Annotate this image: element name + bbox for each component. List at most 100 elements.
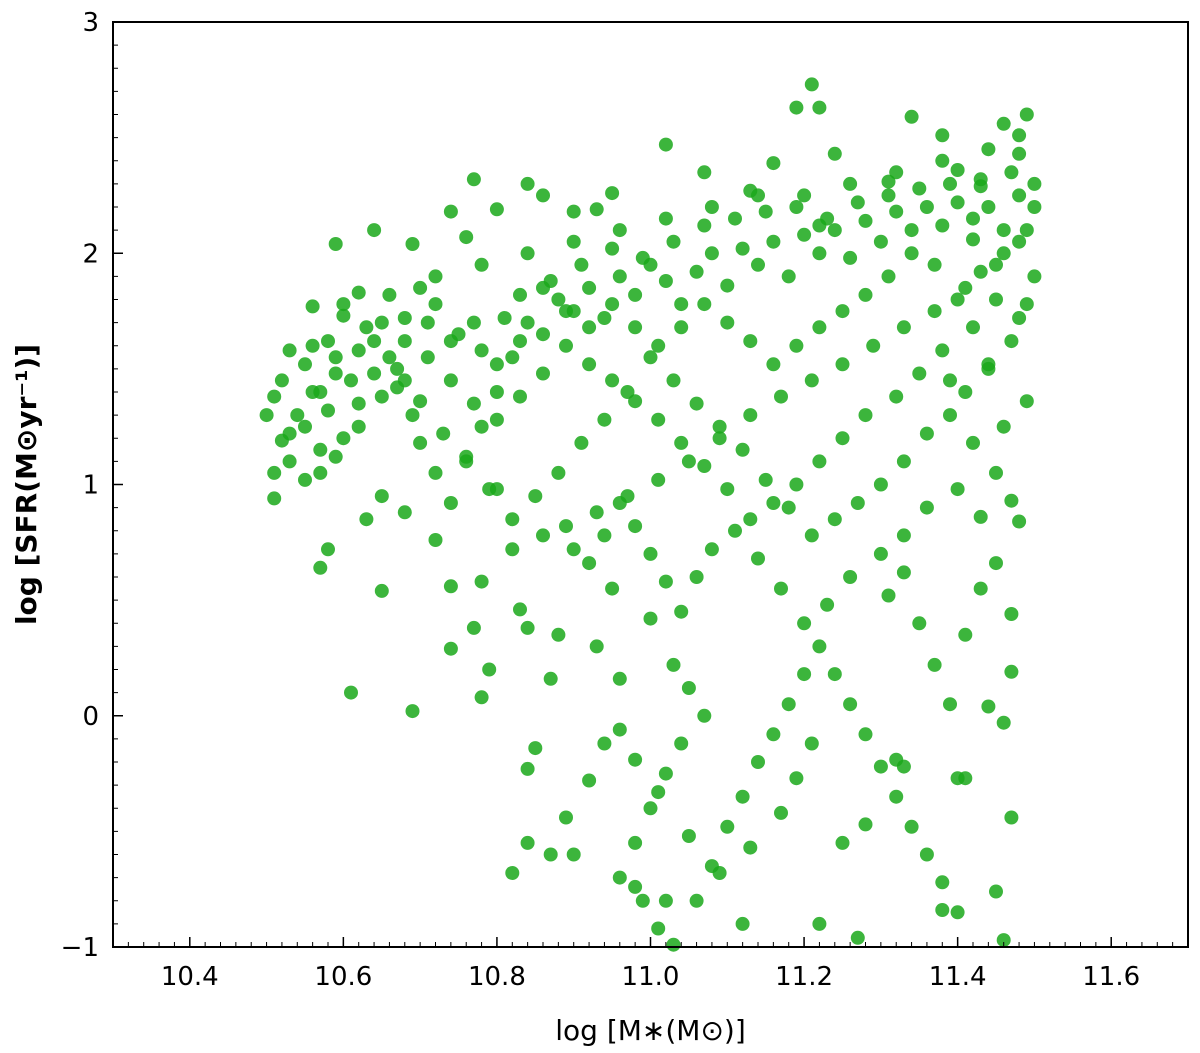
data-point [651, 921, 666, 936]
data-point [597, 528, 612, 543]
data-point [413, 394, 428, 409]
data-point [397, 311, 412, 325]
data-point [474, 343, 489, 358]
data-point [651, 472, 666, 487]
data-point [797, 667, 812, 682]
data-point [305, 338, 320, 353]
data-point [1004, 165, 1019, 180]
y-tick-label: 0 [82, 702, 99, 732]
data-point [858, 287, 873, 302]
data-point [774, 805, 788, 820]
data-point [536, 280, 550, 295]
data-point [566, 234, 581, 249]
data-point [674, 320, 689, 335]
data-point [766, 234, 781, 249]
data-point [459, 230, 474, 245]
data-point [489, 202, 504, 217]
data-point [689, 264, 704, 279]
data-point [904, 819, 919, 834]
data-point [919, 200, 934, 214]
data-point [628, 879, 643, 894]
data-point [305, 385, 320, 399]
data-point [996, 933, 1011, 948]
data-point [927, 257, 942, 272]
data-point [904, 223, 919, 238]
data-point [904, 246, 919, 261]
data-point [896, 454, 911, 469]
data-point [628, 394, 643, 409]
data-point [843, 570, 858, 584]
data-point [513, 389, 527, 404]
data-point [850, 496, 865, 510]
data-point [996, 116, 1011, 131]
data-point [397, 373, 412, 388]
data-point [674, 736, 689, 751]
data-point [436, 426, 451, 441]
x-tick-label: 11.6 [1082, 962, 1140, 992]
data-point [513, 287, 527, 302]
data-point [559, 810, 573, 825]
data-point [420, 315, 435, 330]
data-point [735, 916, 750, 931]
data-point [866, 338, 881, 353]
data-point [735, 442, 750, 457]
data-point [804, 736, 819, 751]
data-point [973, 172, 988, 187]
data-point [966, 232, 980, 247]
data-point [658, 574, 673, 589]
data-point [712, 866, 727, 880]
data-point [996, 246, 1011, 261]
data-point [789, 100, 804, 115]
data-point [912, 616, 927, 631]
data-point [850, 930, 865, 945]
data-point [1004, 493, 1019, 508]
y-axis: −1 0 1 2 3 [61, 8, 123, 963]
data-point [927, 304, 942, 319]
data-point [328, 350, 343, 365]
data-point [390, 361, 405, 376]
data-point [290, 408, 305, 423]
data-point [443, 579, 458, 594]
data-point [689, 396, 704, 411]
data-point [728, 211, 742, 226]
data-point [520, 620, 535, 635]
data-point [812, 454, 827, 469]
x-tick-label: 10.8 [468, 962, 526, 992]
data-point [466, 396, 481, 411]
data-point [935, 343, 950, 358]
data-point [405, 408, 420, 423]
data-point [666, 657, 681, 672]
data-point [651, 785, 666, 800]
data-point [1012, 146, 1027, 161]
data-point [1012, 311, 1027, 325]
data-point [966, 211, 980, 226]
data-point [720, 482, 735, 497]
data-point [843, 250, 858, 265]
data-point [374, 583, 389, 598]
data-point [489, 385, 504, 399]
data-point [612, 722, 627, 737]
data-point [443, 373, 458, 388]
data-point [605, 241, 620, 256]
data-point [321, 403, 335, 418]
data-point [858, 817, 873, 832]
data-point [896, 528, 911, 543]
data-point [605, 581, 620, 596]
data-point [1004, 664, 1019, 679]
data-point [697, 459, 712, 473]
data-point [751, 755, 765, 769]
data-point [658, 211, 673, 226]
data-point [405, 237, 420, 251]
data-point [582, 320, 597, 335]
data-point [666, 234, 681, 249]
data-point [551, 292, 566, 307]
data-point [620, 385, 635, 399]
data-point [766, 156, 781, 171]
data-point [712, 419, 727, 434]
data-point [658, 137, 673, 152]
data-point [812, 246, 827, 261]
data-point [943, 697, 957, 712]
data-point [919, 426, 934, 441]
data-point [520, 246, 535, 261]
